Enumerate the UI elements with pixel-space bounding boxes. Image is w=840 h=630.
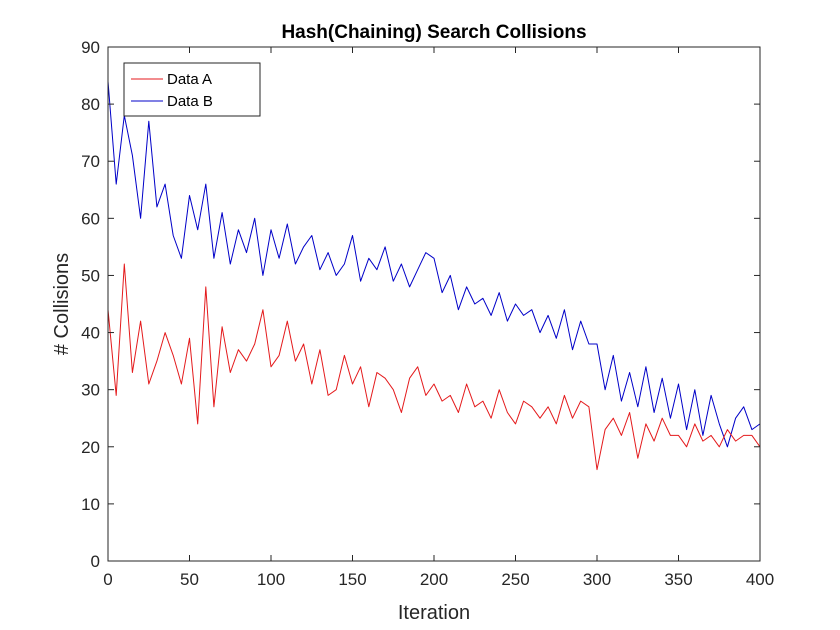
- x-tick-label: 0: [103, 570, 112, 589]
- y-tick-label: 20: [81, 438, 100, 457]
- y-tick-label: 60: [81, 209, 100, 228]
- y-tick-label: 90: [81, 38, 100, 57]
- y-tick-label: 30: [81, 381, 100, 400]
- x-axis-label: Iteration: [398, 602, 470, 624]
- x-axis-ticks: 0 50 100 150 200 250 300 350 400: [103, 47, 774, 589]
- legend-box: [123, 62, 261, 117]
- series-line-data-a: [107, 263, 761, 471]
- plot-background: [108, 47, 760, 561]
- x-tick-label: 50: [180, 570, 199, 589]
- series-line-data-b: [107, 81, 761, 448]
- y-tick-label: 0: [91, 552, 100, 571]
- x-tick-label: 400: [746, 570, 774, 589]
- y-tick-label: 80: [81, 95, 100, 114]
- y-axis-label: # Collisions: [51, 253, 73, 355]
- legend-label-data-b: Data B: [167, 93, 213, 110]
- y-tick-label: 10: [81, 495, 100, 514]
- series-layer: [107, 81, 761, 471]
- x-tick-label: 250: [501, 570, 529, 589]
- y-tick-label: 40: [81, 324, 100, 343]
- legend-label-data-a: Data A: [167, 71, 212, 88]
- chart-title: Hash(Chaining) Search Collisions: [281, 22, 586, 43]
- y-tick-label: 50: [81, 266, 100, 285]
- x-tick-label: 350: [664, 570, 692, 589]
- x-tick-label: 300: [583, 570, 611, 589]
- y-axis-ticks: 0 10 20 30 40 50 60 70 80 90: [81, 38, 760, 571]
- legend: Data A Data B: [123, 62, 261, 117]
- x-tick-label: 100: [257, 570, 285, 589]
- y-tick-label: 70: [81, 152, 100, 171]
- x-tick-label: 200: [420, 570, 448, 589]
- x-tick-label: 150: [338, 570, 366, 589]
